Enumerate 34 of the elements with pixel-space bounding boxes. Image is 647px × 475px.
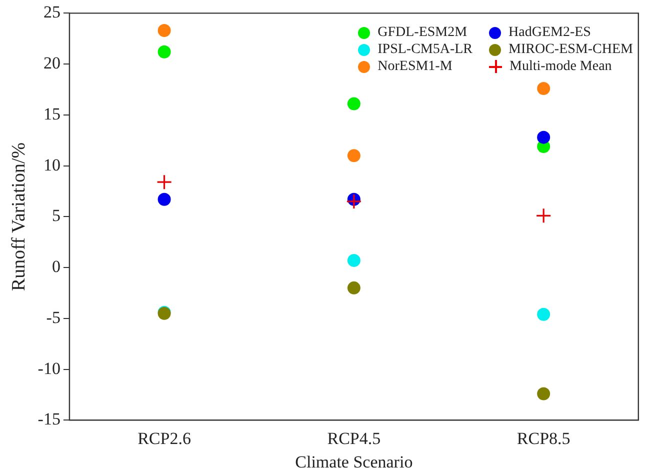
point (158, 24, 171, 37)
point (156, 174, 172, 190)
y-tick-label: 25 (43, 2, 60, 22)
y-tick-label: -15 (38, 410, 60, 429)
x-tick-label: RCP8.5 (516, 428, 570, 448)
point (346, 194, 362, 210)
x-tick-label: RCP4.5 (327, 428, 381, 448)
y-tick-label: 15 (43, 104, 60, 124)
point (536, 208, 552, 224)
x-tick-label: RCP2.6 (138, 428, 191, 448)
point (347, 149, 360, 162)
point (347, 97, 360, 110)
legend-label: MIROC-ESM-CHEM (508, 41, 633, 58)
y-axis-title: Runoff Variation/% (8, 142, 30, 292)
point (158, 192, 171, 206)
point (537, 308, 550, 321)
point (158, 45, 171, 58)
legend-label: Multi-mode Mean (510, 58, 612, 75)
y-tick-label: -5 (46, 308, 60, 327)
legend-label: NorESM1-M (378, 58, 452, 75)
y-tick-label: 20 (43, 54, 60, 73)
point (347, 281, 360, 294)
y-tick-label: 10 (43, 155, 60, 174)
y-tick-label: -10 (38, 358, 60, 378)
y-tick-label: 5 (52, 206, 60, 226)
legend-label: IPSL-CM5A-LR (378, 41, 473, 58)
point (537, 130, 550, 144)
x-axis-title: Climate Scenario (295, 452, 413, 472)
point (537, 387, 550, 400)
legend-label: HadGEM2-ES (508, 24, 591, 41)
point (537, 82, 550, 95)
y-tick-label: 0 (52, 257, 60, 276)
point (347, 254, 360, 267)
legend-label: GFDL-ESM2M (378, 24, 468, 41)
